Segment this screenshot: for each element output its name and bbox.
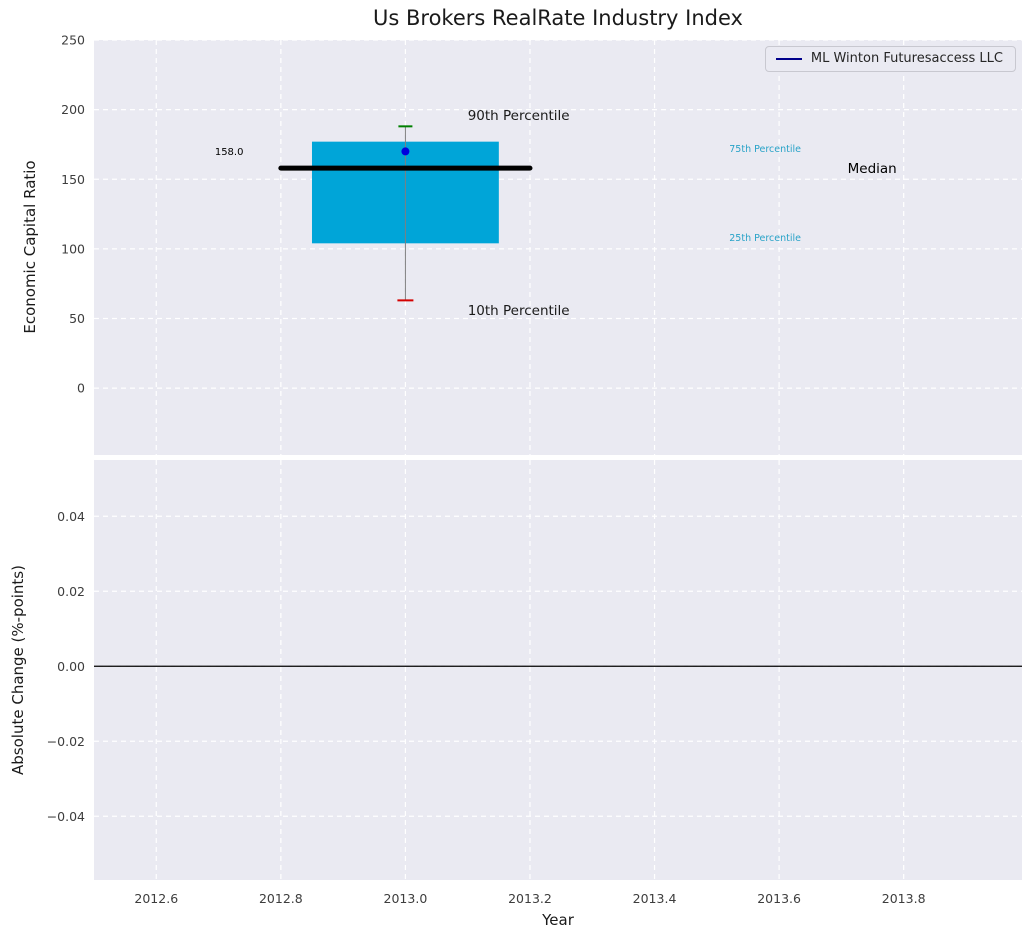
y-tick-label: 150 [61, 172, 85, 187]
annotation-75th-percentile: 75th Percentile [729, 144, 801, 155]
x-tick-label: 2012.6 [134, 891, 178, 906]
y-tick-label: 0.02 [57, 584, 85, 599]
y-tick-label: 0 [77, 381, 85, 396]
y-tick-label: 0.00 [57, 659, 85, 674]
annotation-25th-percentile: 25th Percentile [729, 233, 801, 244]
y-tick-label: 250 [61, 33, 85, 48]
y-tick-label: −0.02 [47, 734, 85, 749]
annotation-median: Median [848, 161, 897, 177]
top-panel-background [94, 40, 1022, 455]
x-tick-label: 2012.8 [259, 891, 303, 906]
y-tick-label: 100 [61, 241, 85, 256]
x-tick-label: 2013.6 [757, 891, 801, 906]
x-tick-label: 2013.4 [633, 891, 677, 906]
y-tick-label: 200 [61, 102, 85, 117]
y-axis-label-bottom: Absolute Change (%-points) [9, 565, 27, 775]
annotation-158-0: 158.0 [215, 147, 244, 158]
chart-title: Us Brokers RealRate Industry Index [373, 6, 743, 30]
legend: ML Winton Futuresaccess LLC [764, 46, 1016, 72]
legend-label: ML Winton Futuresaccess LLC [810, 51, 1003, 66]
y-tick-label: 50 [69, 311, 85, 326]
bottom-panel-background [94, 460, 1022, 880]
annotation-10th-percentile: 10th Percentile [468, 303, 570, 319]
x-tick-label: 2013.0 [384, 891, 428, 906]
y-tick-label: −0.04 [47, 809, 85, 824]
legend-line-sample [775, 57, 802, 60]
annotation-90th-percentile: 90th Percentile [468, 108, 570, 124]
y-axis-label-top: Economic Capital Ratio [21, 160, 39, 334]
x-axis-label: Year [542, 911, 574, 929]
bottom-gridlines [94, 460, 1022, 880]
x-tick-label: 2013.2 [508, 891, 552, 906]
company-marker [401, 147, 410, 156]
y-tick-label: 0.04 [57, 509, 85, 524]
x-tick-label: 2013.8 [882, 891, 926, 906]
